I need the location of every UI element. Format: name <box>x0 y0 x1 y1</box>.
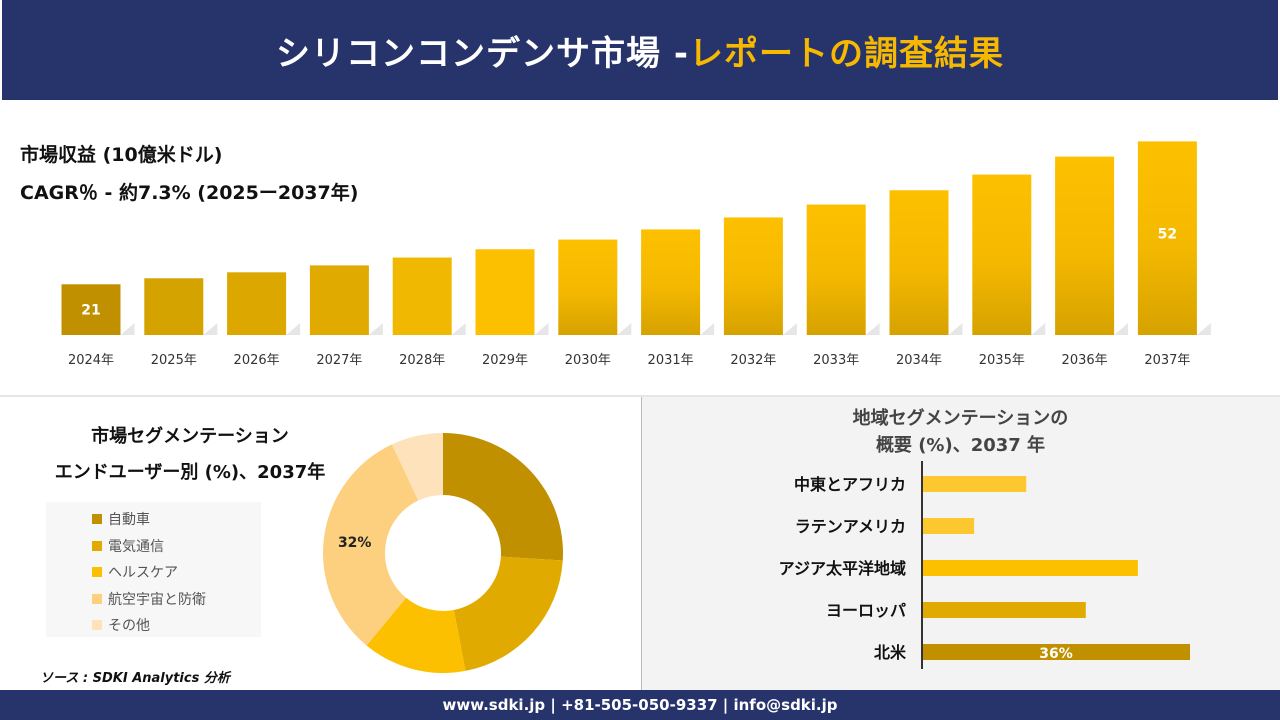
segment-title: 市場セグメンテーション <box>91 426 289 447</box>
legend-label: ヘルスケア <box>108 565 178 582</box>
legend-item: 航空宇宙と防衛 <box>92 586 261 613</box>
bar-shadow <box>451 323 466 335</box>
x-tick-label: 2032年 <box>730 353 776 368</box>
donut-legend: 自動車電気通信ヘルスケア航空宇宙と防衛 その他 <box>46 502 261 637</box>
revenue-label: 市場収益 (10億米ドル) <box>20 144 223 166</box>
x-tick-label: 2034年 <box>896 353 942 368</box>
bar-2031年 <box>641 229 701 335</box>
region-label: 北米 <box>874 643 907 662</box>
legend-item: ヘルスケア <box>92 559 261 586</box>
region-bar-中東とアフリカ <box>922 476 1027 492</box>
region-bar-アジア太平洋地域 <box>922 560 1138 576</box>
bar-2032年 <box>723 217 783 335</box>
region-bar-北米 <box>922 644 1190 660</box>
region-title: 地域セグメンテーションの 概要 (%)、2037 年 <box>641 405 1280 459</box>
legend-swatch <box>92 567 102 578</box>
bar-shadow <box>948 323 963 335</box>
bar-shadow <box>120 323 135 335</box>
region-label: 中東とアフリカ <box>794 475 906 494</box>
x-tick-label: 2037年 <box>1144 353 1190 368</box>
enduser-donut-chart: 32% <box>323 433 563 673</box>
bar-shadow <box>368 323 383 335</box>
title-accent: レポートの調査結果 <box>688 33 1004 74</box>
bar-2033年 <box>806 204 866 335</box>
donut-slice-その他 <box>391 433 443 501</box>
region-title-line1: 地域セグメンテーションの <box>852 408 1069 429</box>
bar-shadow <box>534 323 549 335</box>
x-tick-label: 2025年 <box>151 353 197 368</box>
x-tick-label: 2031年 <box>648 353 694 368</box>
bar-2034年 <box>889 190 949 335</box>
bar-2026年 <box>227 272 287 335</box>
page-title: シリコンコンデンサ市場 -レポートの調査結果 <box>276 26 1004 75</box>
bar-shadow <box>1114 323 1129 335</box>
footer-contact: www.sdki.jp | +81-505-050-9337 | info@sd… <box>0 690 1280 720</box>
legend-swatch <box>92 540 102 551</box>
region-panel <box>641 397 1280 690</box>
region-title-line2: 概要 (%)、2037 年 <box>875 435 1046 456</box>
segment-subtitle: エンドユーザー別 (%)、2037年 <box>54 462 326 483</box>
bar-2035年 <box>972 174 1032 335</box>
title-main: シリコンコンデンサ市場 - <box>276 33 689 74</box>
bar-2029年 <box>475 249 535 335</box>
bar-2028年 <box>392 257 452 335</box>
x-tick-label: 2035年 <box>979 353 1025 368</box>
bar-shadow <box>865 323 880 335</box>
region-label: ラテンアメリカ <box>795 517 906 536</box>
region-label: ヨーロッパ <box>826 601 906 620</box>
x-tick-label: 2030年 <box>565 353 611 368</box>
data-label: 32% <box>338 535 372 551</box>
revenue-bar-chart: 2024年 21 2025年 2026年 2027年 2028年 2029年 2030年 203… <box>61 141 1211 368</box>
x-tick-label: 2033年 <box>813 353 859 368</box>
bar-shadow <box>286 323 301 335</box>
legend-item: 自動車 <box>92 506 261 533</box>
x-tick-label: 2026年 <box>234 353 280 368</box>
region-bar-ヨーロッパ <box>922 602 1086 618</box>
source-note: ソース : SDKI Analytics 分析 <box>40 671 230 686</box>
legend-swatch <box>92 593 102 604</box>
data-label: 21 <box>81 303 100 319</box>
legend-label: 自動車 <box>108 512 150 529</box>
x-tick-label: 2029年 <box>482 353 528 368</box>
legend-label: 航空宇宙と防衛 <box>108 591 206 608</box>
bar-2025年 <box>144 278 204 335</box>
bar-shadow <box>617 323 632 335</box>
region-label: アジア太平洋地域 <box>779 559 906 578</box>
legend-label: 電気通信 <box>108 538 164 555</box>
legend-swatch <box>92 514 102 525</box>
x-tick-label: 2027年 <box>316 353 362 368</box>
x-tick-label: 2024年 <box>68 353 114 368</box>
donut-slice-航空宇宙と防衛 <box>323 444 419 646</box>
legend-label: その他 <box>108 618 150 635</box>
region-bar-ラテンアメリカ <box>922 518 975 534</box>
donut-slice-ヘルスケア <box>366 597 466 673</box>
bar-shadow <box>203 323 218 335</box>
bar-2030年 <box>558 239 618 335</box>
data-label: 52 <box>1158 226 1177 242</box>
donut-slice-電気通信 <box>453 556 563 671</box>
bar-2027年 <box>309 265 369 335</box>
x-tick-label: 2028年 <box>399 353 445 368</box>
x-tick-label: 2036年 <box>1062 353 1108 368</box>
bar-2036年 <box>1055 156 1115 335</box>
data-label: 36% <box>1039 646 1073 662</box>
bar-2037年 <box>1137 141 1197 335</box>
donut-slice-自動車 <box>443 433 563 561</box>
bar-shadow <box>1196 323 1211 335</box>
bar-shadow <box>1031 323 1046 335</box>
divider <box>0 395 1280 397</box>
header-banner: シリコンコンデンサ市場 -レポートの調査結果 <box>2 0 1278 100</box>
cagr-label: CAGR％ - 約7.3% (2025ー2037年) <box>20 182 359 204</box>
bar-2024年 <box>61 284 121 335</box>
legend-swatch <box>92 620 102 631</box>
legend-item: その他 <box>92 612 261 639</box>
legend-item: 電気通信 <box>92 533 261 560</box>
bar-shadow <box>782 323 797 335</box>
bar-shadow <box>700 323 715 335</box>
